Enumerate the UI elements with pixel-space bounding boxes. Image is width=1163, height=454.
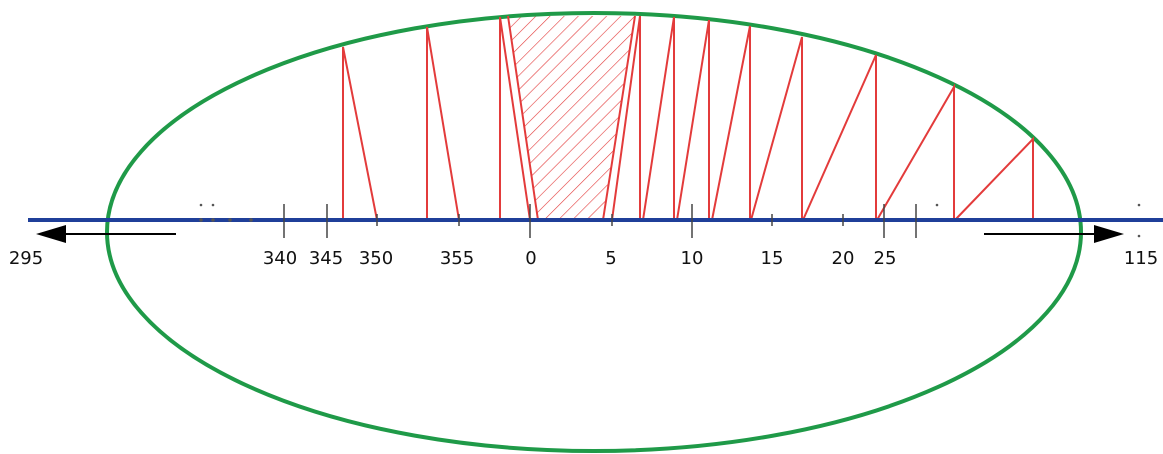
tick-label: 350 (359, 248, 393, 269)
tick-label: 25 (874, 248, 897, 269)
wedge-line (711, 25, 751, 221)
tick-label: 5 (605, 248, 616, 269)
wedge-line (602, 15, 636, 221)
wedge-line (802, 54, 877, 221)
tick-label: 345 (309, 248, 343, 269)
axis-dot (211, 203, 215, 207)
wedge-line (642, 16, 675, 221)
ellipse-outline (105, 11, 1083, 453)
wedge-line (676, 19, 710, 221)
wedge-line (611, 15, 641, 221)
tick-label: 0 (525, 248, 536, 269)
axis-dot (228, 218, 232, 222)
wedge-line (499, 16, 531, 221)
wedge-line (426, 26, 460, 221)
tick-label: 20 (832, 248, 855, 269)
tick-label: 355 (440, 248, 474, 269)
axis-dot (199, 218, 203, 222)
axis-dot (211, 218, 215, 222)
tick-label: 15 (761, 248, 784, 269)
axis-left-end-label: 295 (9, 248, 43, 269)
axis-dot (935, 203, 939, 207)
arrow-right-icon (984, 225, 1124, 243)
wedge-lines (342, 15, 1034, 221)
axis-dot (249, 218, 253, 222)
wedge-line (342, 46, 378, 221)
arrow-left-icon (36, 225, 176, 243)
tick-label: 10 (681, 248, 704, 269)
axis-dot (1137, 234, 1141, 238)
wedge-line (750, 36, 803, 221)
axis-dots (199, 203, 1141, 238)
tick-marks (283, 204, 917, 238)
axis-dot (1137, 203, 1141, 207)
axis-dot (199, 203, 203, 207)
shaded-wedge (508, 16, 635, 220)
axis-right-end-label: 115 (1124, 248, 1158, 269)
wedge-line (954, 136, 1034, 221)
wedge-line (876, 83, 955, 221)
wedge-line (507, 15, 539, 221)
tick-label: 340 (263, 248, 297, 269)
